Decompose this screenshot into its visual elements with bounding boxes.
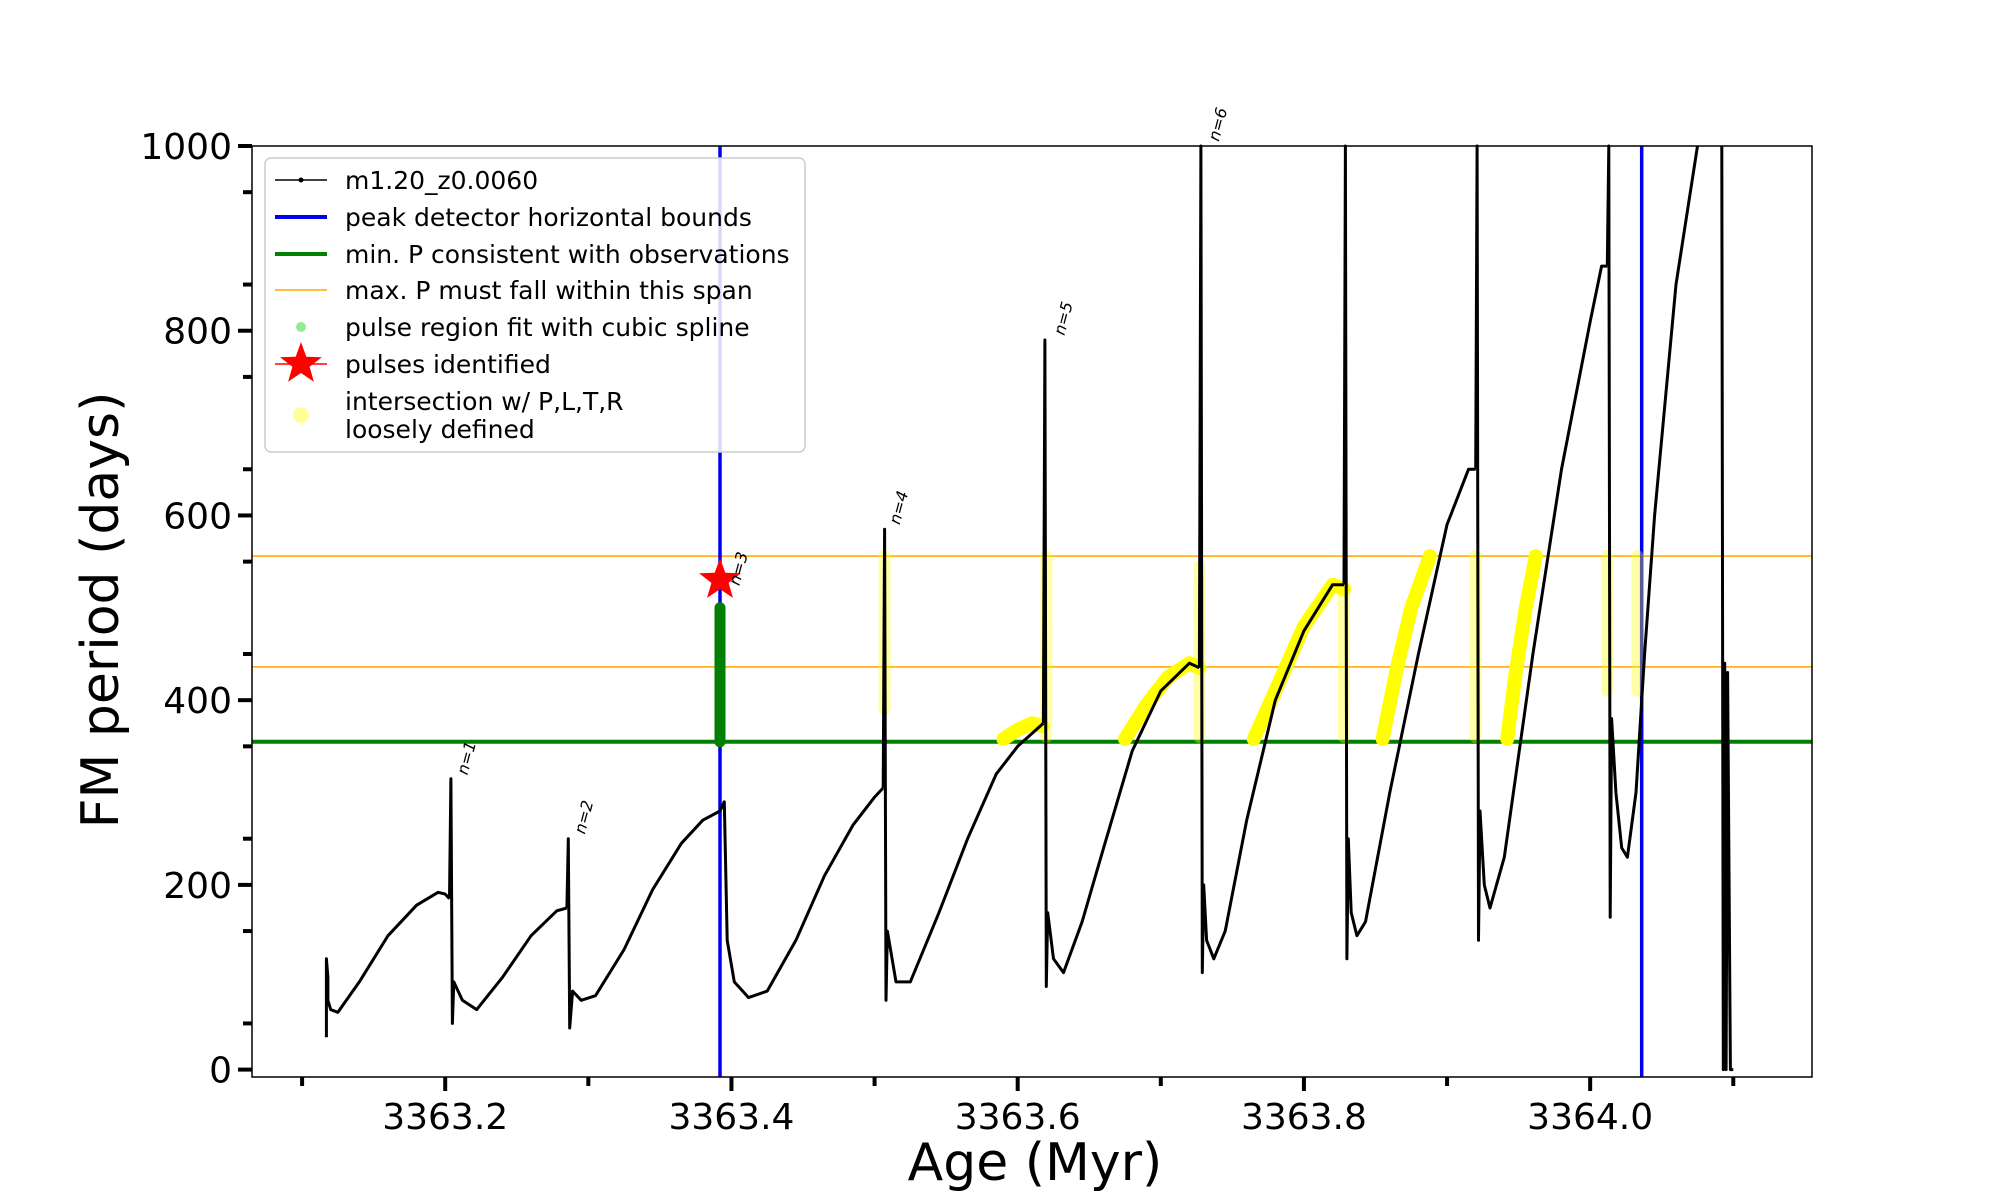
series-line-segment-0-9 [1605, 144, 1699, 919]
series-line-segment-0-8 [1474, 144, 1608, 942]
x-tick-label: 3363.8 [1241, 1097, 1367, 1138]
pulse-label-1: n=2 [570, 798, 597, 836]
series-line-segment-0-5 [1041, 338, 1201, 988]
overlay-layer [699, 558, 741, 748]
legend-label-5: pulses identified [345, 350, 551, 379]
intersection-arc-0 [996, 716, 1049, 746]
pulse-label-4: n=5 [1050, 300, 1077, 338]
series-line-segment-0-3 [718, 786, 885, 1000]
legend-label-1: peak detector horizontal bounds [345, 203, 752, 232]
y-tick-label: 0 [209, 1051, 232, 1092]
legend-box [264, 157, 806, 453]
x-tick-label: 3364.0 [1527, 1097, 1653, 1138]
axes-layer: 0 200 400 600 800 1000 3363.2 3363.4 3363.6 3363.… [140, 127, 1813, 1138]
pulse-label-5: n=6 [1204, 106, 1231, 144]
legend-swatch-star [280, 342, 322, 382]
plot-frame [251, 145, 1813, 1078]
y-tick-label: 400 [163, 681, 232, 722]
legend-label-3: max. P must fall within this span [345, 276, 753, 305]
x-tick-label: 3363.4 [668, 1097, 794, 1138]
legend-swatch-series-dot [298, 177, 304, 183]
intersection-arc-1 [1118, 656, 1207, 746]
y-axis-label: FM period (days) [71, 392, 131, 829]
intersection-arc-2 [1246, 577, 1351, 746]
y-tick-label: 800 [163, 312, 232, 353]
identified-pulse-star [699, 558, 741, 598]
legend-label-6: intersection w/ P,L,T,R [345, 387, 624, 416]
series-line-segment-0-0 [324, 890, 451, 1038]
series-line-segment-0-7 [1342, 144, 1476, 961]
legend-label-6-line2: loosely defined [345, 415, 535, 444]
legend-label-0: m1.20_z0.0060 [345, 166, 538, 195]
series-line-segment-0-10 [1720, 145, 1734, 1072]
intersection-arc-3 [1375, 549, 1437, 746]
x-tick-label: 3363.2 [382, 1097, 508, 1138]
x-axis-label: Age (Myr) [908, 1133, 1163, 1193]
y-tick-label: 1000 [140, 127, 232, 168]
series-line-segment-0-6 [1197, 144, 1344, 975]
series-line-segment-0-4 [881, 527, 1045, 1002]
pulse-label-3: n=4 [885, 489, 912, 527]
legend-swatch-circle [293, 407, 309, 423]
x-tick-label: 3363.6 [955, 1097, 1081, 1138]
series-line-segment-0-2 [565, 809, 721, 1030]
y-tick-label: 200 [163, 866, 232, 907]
legend-swatch-dot [296, 322, 306, 332]
intersection-arc-4 [1500, 549, 1543, 746]
pulse-label-0: n=1 [453, 739, 480, 777]
legend-label-2: min. P consistent with observations [345, 240, 790, 269]
legend-label-4: pulse region fit with cubic spline [345, 313, 750, 342]
series-line-segment-0-1 [448, 777, 568, 1025]
series-layer [324, 144, 1734, 1072]
y-tick-label: 600 [163, 496, 232, 537]
